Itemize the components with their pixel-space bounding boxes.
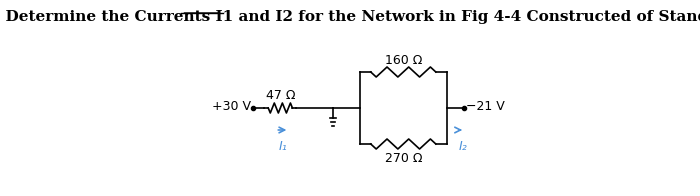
Text: −21 V: −21 V xyxy=(466,100,505,113)
Text: I₁: I₁ xyxy=(279,140,287,153)
Text: 160 Ω: 160 Ω xyxy=(384,54,422,66)
Text: Question 4: Determine the Currents I1 and I2 for the Network in Fig 4-4 Construc: Question 4: Determine the Currents I1 an… xyxy=(0,10,700,24)
Text: I₂: I₂ xyxy=(458,140,468,153)
Text: 270 Ω: 270 Ω xyxy=(384,152,422,165)
Text: +30 V: +30 V xyxy=(212,100,251,113)
Text: 47 Ω: 47 Ω xyxy=(265,89,295,102)
